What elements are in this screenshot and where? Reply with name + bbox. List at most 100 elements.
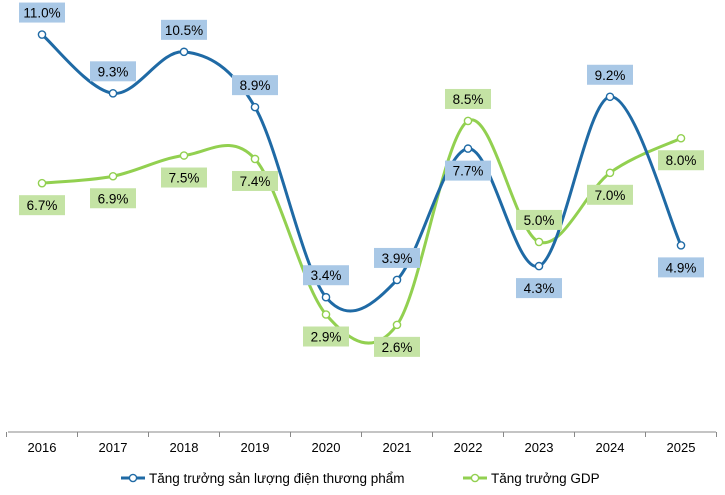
data-point xyxy=(179,151,189,160)
x-axis: 2016 2017 2018 2019 2020 2021 2022 2023 2024 2025 xyxy=(6,431,717,455)
data-label-text: 3.4% xyxy=(311,268,342,283)
data-point xyxy=(463,116,473,126)
data-label-box xyxy=(90,61,136,82)
data-label-text: 4.3% xyxy=(524,281,555,296)
data-label: 8.5% xyxy=(445,88,491,109)
data-label-box xyxy=(303,265,349,286)
data-label-text: 8.5% xyxy=(453,92,484,107)
data-point xyxy=(37,30,47,39)
data-label-text: 8.9% xyxy=(240,78,271,93)
data-label-box xyxy=(232,75,278,96)
x-tick-label: 2018 xyxy=(170,440,199,455)
data-point xyxy=(250,102,260,112)
data-label-box xyxy=(587,64,633,85)
x-tick-label: 2025 xyxy=(667,440,696,455)
x-tick-label: 2016 xyxy=(28,440,57,455)
x-tick-label: 2021 xyxy=(383,440,412,455)
data-label: 8.9% xyxy=(232,75,278,96)
data-label-box xyxy=(587,184,633,205)
data-label: 5.0% xyxy=(516,209,562,230)
data-label-box xyxy=(19,195,65,216)
legend-label: Tăng trưởng GDP xyxy=(491,471,600,486)
data-label-box xyxy=(161,19,207,40)
data-label-text: 5.0% xyxy=(524,213,555,228)
data-label-box xyxy=(658,257,704,278)
data-label: 7.0% xyxy=(587,184,633,205)
legend-item: Tăng trưởng GDP xyxy=(463,471,600,486)
data-label-box xyxy=(19,2,65,23)
data-label-text: 9.3% xyxy=(98,64,129,79)
data-label: 4.3% xyxy=(516,278,562,299)
data-label-box xyxy=(161,167,207,188)
data-label-box xyxy=(303,326,349,347)
data-point xyxy=(321,310,331,319)
data-point xyxy=(605,92,615,102)
data-point xyxy=(676,133,686,143)
data-label-text: 7.4% xyxy=(240,174,271,189)
data-label-text: 4.9% xyxy=(666,260,697,275)
data-label: 10.5% xyxy=(161,19,207,40)
data-label: 3.9% xyxy=(374,247,420,268)
data-point xyxy=(321,292,331,302)
data-label-text: 10.5% xyxy=(165,23,203,38)
legend-marker xyxy=(128,473,138,483)
data-point xyxy=(463,144,473,153)
data-label-text: 9.2% xyxy=(595,68,626,83)
data-label-text: 6.9% xyxy=(98,191,129,206)
data-label-box xyxy=(658,150,704,171)
x-tick-label: 2017 xyxy=(99,440,128,455)
data-label-box xyxy=(374,336,420,357)
data-point xyxy=(250,154,260,164)
data-label: 4.9% xyxy=(658,257,704,278)
data-point xyxy=(108,171,118,181)
x-tick-label: 2020 xyxy=(312,440,341,455)
data-label-text: 7.7% xyxy=(453,164,484,179)
data-label-text: 3.9% xyxy=(382,251,413,266)
data-label-text: 7.0% xyxy=(595,188,626,203)
data-label: 11.0% xyxy=(19,2,65,23)
data-label-box xyxy=(90,188,136,209)
legend-marker xyxy=(470,473,480,483)
data-point xyxy=(108,89,118,98)
data-point xyxy=(676,241,686,250)
data-label-text: 8.0% xyxy=(666,153,697,168)
legend-label: Tăng trưởng sản lượng điện thương phẩm xyxy=(149,471,405,486)
data-label: 7.5% xyxy=(161,167,207,188)
data-labels: 11.0% 9.3% 10.5% 8.9% 3.4% 3.9% 7.7% 4.3% 9.2% 4.… xyxy=(19,2,704,357)
data-label: 2.9% xyxy=(303,326,349,347)
data-label-box xyxy=(232,170,278,191)
data-label: 9.2% xyxy=(587,64,633,85)
data-point xyxy=(179,47,189,57)
series-markers xyxy=(37,30,686,330)
data-label: 6.7% xyxy=(19,195,65,216)
data-label: 3.4% xyxy=(303,265,349,286)
data-label: 7.4% xyxy=(232,170,278,191)
legend-item: Tăng trưởng sản lượng điện thương phẩm xyxy=(121,471,405,486)
data-label-box xyxy=(445,88,491,109)
data-label-box xyxy=(374,247,420,268)
data-label-text: 2.6% xyxy=(382,340,413,355)
data-label: 7.7% xyxy=(445,160,491,181)
data-point xyxy=(37,178,47,188)
x-tick-label: 2023 xyxy=(525,440,554,455)
x-tick-label: 2019 xyxy=(241,440,270,455)
data-point xyxy=(392,275,402,285)
data-label-text: 6.7% xyxy=(27,198,58,213)
data-point xyxy=(392,320,402,330)
data-point xyxy=(534,237,544,247)
data-label-text: 7.5% xyxy=(169,171,200,186)
data-label-box xyxy=(516,278,562,299)
data-label: 2.6% xyxy=(374,336,420,357)
series-line-0 xyxy=(40,33,683,313)
x-tick-label: 2024 xyxy=(596,440,625,455)
series-lines xyxy=(40,33,683,345)
data-label-box xyxy=(445,160,491,181)
data-label-text: 2.9% xyxy=(311,329,342,344)
data-label: 6.9% xyxy=(90,188,136,209)
data-point xyxy=(534,261,544,271)
data-label: 9.3% xyxy=(90,61,136,82)
data-label-text: 11.0% xyxy=(23,6,60,21)
data-label-box xyxy=(516,209,562,230)
legend: Tăng trưởng sản lượng điện thương phẩm Tă… xyxy=(121,471,600,486)
